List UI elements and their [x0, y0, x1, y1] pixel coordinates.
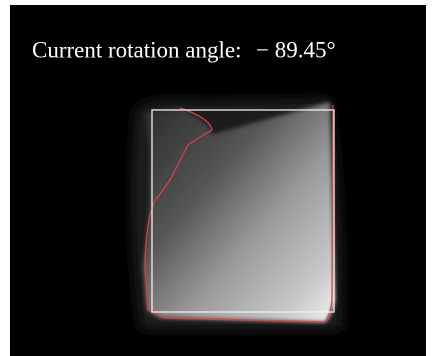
- caption-label: Current rotation angle:: [32, 37, 242, 62]
- caption-angle: − 89.45°: [256, 37, 336, 62]
- sample-region: [143, 102, 335, 322]
- page: Current rotation angle: − 89.45° (() => …: [0, 0, 435, 356]
- screenshot: Current rotation angle: − 89.45°: [0, 0, 435, 356]
